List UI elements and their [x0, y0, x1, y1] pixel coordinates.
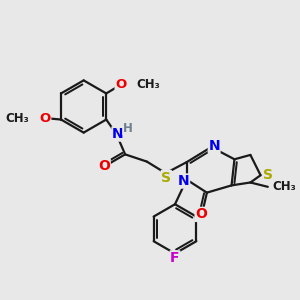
Text: CH₃: CH₃: [272, 180, 296, 193]
Text: H: H: [122, 122, 132, 135]
Text: CH₃: CH₃: [5, 112, 29, 124]
Text: CH₃: CH₃: [137, 78, 160, 91]
Text: N: N: [208, 139, 220, 153]
Text: N: N: [178, 174, 190, 188]
Text: S: S: [161, 171, 171, 184]
Text: O: O: [98, 159, 110, 173]
Text: S: S: [263, 168, 273, 182]
Text: O: O: [40, 112, 51, 124]
Text: F: F: [170, 251, 180, 265]
Text: O: O: [115, 78, 126, 91]
Text: N: N: [112, 127, 124, 141]
Text: O: O: [195, 207, 207, 221]
